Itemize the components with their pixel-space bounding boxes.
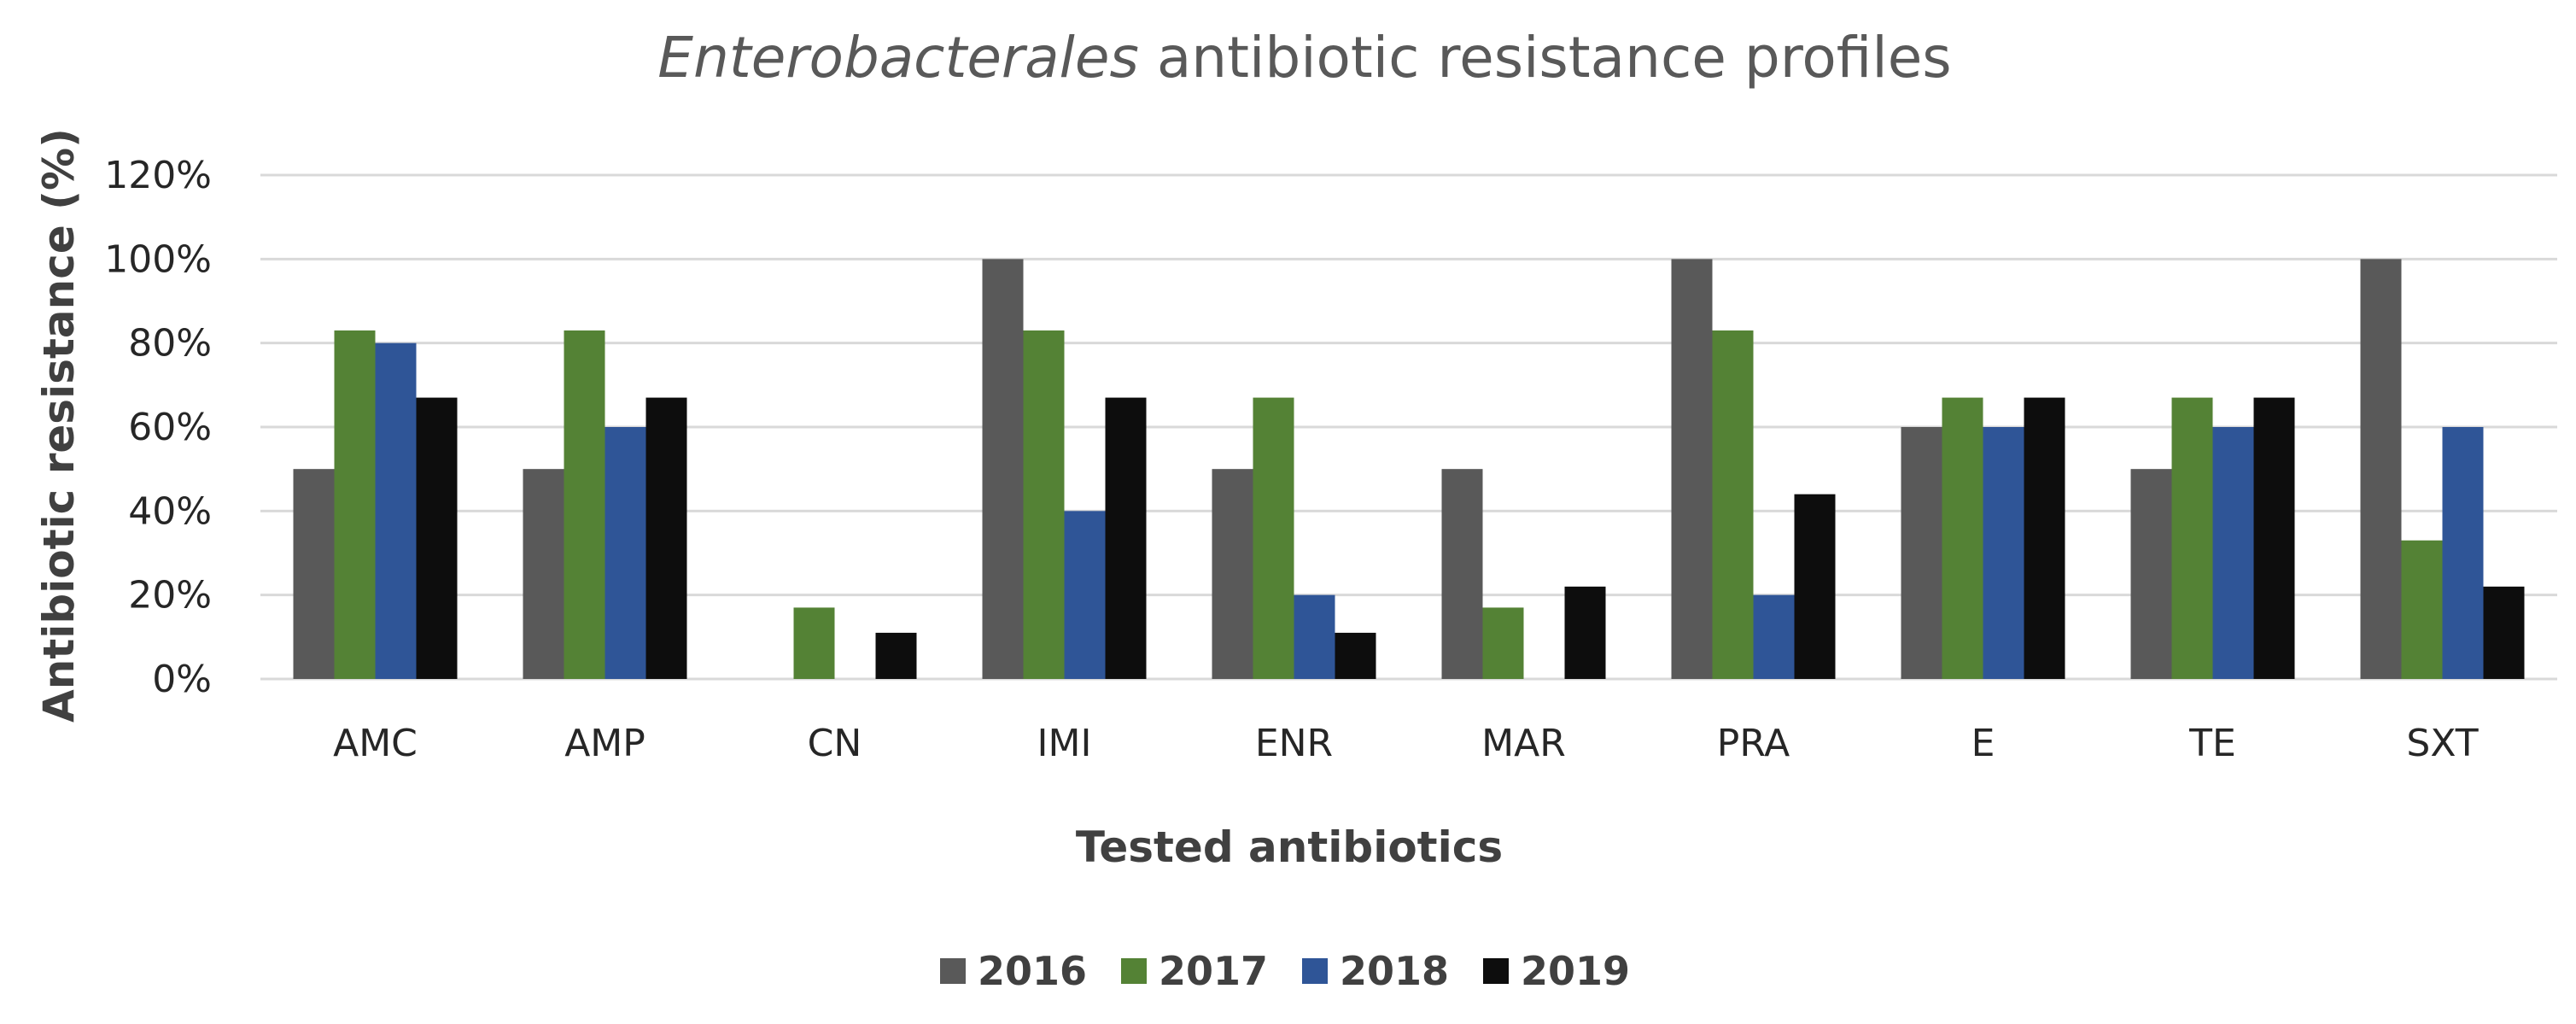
y-tick-label: 60% — [128, 406, 212, 449]
bar-e-2016 — [1901, 427, 1942, 679]
bar-pra-2018 — [1753, 594, 1795, 679]
bar-amp-2017 — [564, 330, 605, 679]
legend-swatch-2016 — [940, 958, 966, 984]
y-axis-title: Antibiotic resistance (%) — [34, 128, 84, 723]
x-tick-label-e: E — [1971, 722, 1995, 765]
chart-title-italic: Enterobacterales — [657, 25, 1139, 91]
legend-item-2018: 2018 — [1302, 948, 1449, 994]
bar-pra-2019 — [1794, 494, 1836, 679]
bar-te-2018 — [2212, 427, 2254, 679]
bar-amc-2017 — [334, 330, 376, 679]
bar-mar-2016 — [1441, 469, 1483, 679]
bar-amp-2016 — [523, 469, 564, 679]
bars — [293, 259, 2525, 679]
bar-sxt-2016 — [2360, 259, 2402, 679]
y-tick-label: 40% — [128, 489, 212, 533]
bar-imi-2019 — [1105, 397, 1147, 679]
x-axis-ticks: AMC AMP CN IMI ENR MAR PRA E TE SXT — [333, 722, 2479, 765]
x-tick-label-te: TE — [2188, 722, 2236, 765]
legend-swatch-2017 — [1121, 958, 1147, 984]
bar-e-2018 — [1983, 427, 2024, 679]
bar-amp-2018 — [605, 427, 646, 679]
bar-e-2017 — [1942, 397, 1983, 679]
bar-amc-2019 — [416, 397, 458, 679]
bar-e-2019 — [2024, 397, 2065, 679]
bar-enr-2018 — [1294, 594, 1335, 679]
bar-cn-2019 — [875, 632, 917, 679]
bar-amc-2016 — [293, 469, 335, 679]
legend-item-2016: 2016 — [940, 948, 1087, 994]
bar-mar-2017 — [1482, 607, 1524, 679]
bar-amp-2019 — [645, 397, 687, 679]
legend-swatch-2019 — [1483, 958, 1509, 984]
bar-sxt-2019 — [2483, 586, 2525, 679]
bar-sxt-2018 — [2442, 427, 2484, 679]
bar-amc-2018 — [375, 342, 417, 679]
bar-cn-2017 — [793, 607, 835, 679]
legend-label-2018: 2018 — [1340, 948, 1449, 994]
bar-enr-2017 — [1253, 397, 1294, 679]
bar-te-2016 — [2130, 469, 2172, 679]
chart-title: Enterobacterales antibiotic resistance p… — [657, 25, 1951, 91]
bar-enr-2016 — [1212, 469, 1253, 679]
legend: 2016 2017 2018 2019 — [940, 948, 1630, 994]
y-tick-label: 100% — [104, 237, 212, 281]
x-tick-label-mar: MAR — [1481, 722, 1566, 765]
legend-label-2017: 2017 — [1159, 948, 1268, 994]
x-tick-label-amc: AMC — [333, 722, 418, 765]
y-tick-label: 120% — [104, 154, 212, 197]
y-tick-label: 20% — [128, 574, 212, 617]
x-tick-label-amp: AMP — [564, 722, 645, 765]
y-axis-ticks: 0% 20% 40% 60% 80% 100% 120% — [104, 154, 212, 701]
x-tick-label-imi: IMI — [1037, 722, 1092, 765]
x-tick-label-pra: PRA — [1717, 722, 1790, 765]
bar-pra-2016 — [1671, 259, 1713, 679]
y-tick-label: 80% — [128, 322, 212, 366]
bar-pra-2017 — [1712, 330, 1754, 679]
x-axis-title: Tested antibiotics — [1076, 822, 1503, 872]
bar-mar-2019 — [1564, 586, 1606, 679]
legend-label-2019: 2019 — [1521, 948, 1630, 994]
x-tick-label-cn: CN — [808, 722, 862, 765]
bar-imi-2018 — [1064, 511, 1106, 679]
bar-te-2017 — [2171, 397, 2213, 679]
bar-enr-2019 — [1335, 632, 1376, 679]
bar-te-2019 — [2253, 397, 2295, 679]
bar-sxt-2017 — [2401, 540, 2443, 679]
x-tick-label-sxt: SXT — [2406, 722, 2478, 765]
legend-item-2017: 2017 — [1121, 948, 1268, 994]
legend-swatch-2018 — [1302, 958, 1328, 984]
chart-title-rest: antibiotic resistance profiles — [1139, 25, 1952, 91]
bar-imi-2017 — [1023, 330, 1065, 679]
legend-label-2016: 2016 — [978, 948, 1087, 994]
bar-imi-2016 — [982, 259, 1024, 679]
y-tick-label: 0% — [152, 658, 212, 701]
legend-item-2019: 2019 — [1483, 948, 1630, 994]
x-tick-label-enr: ENR — [1255, 722, 1333, 765]
